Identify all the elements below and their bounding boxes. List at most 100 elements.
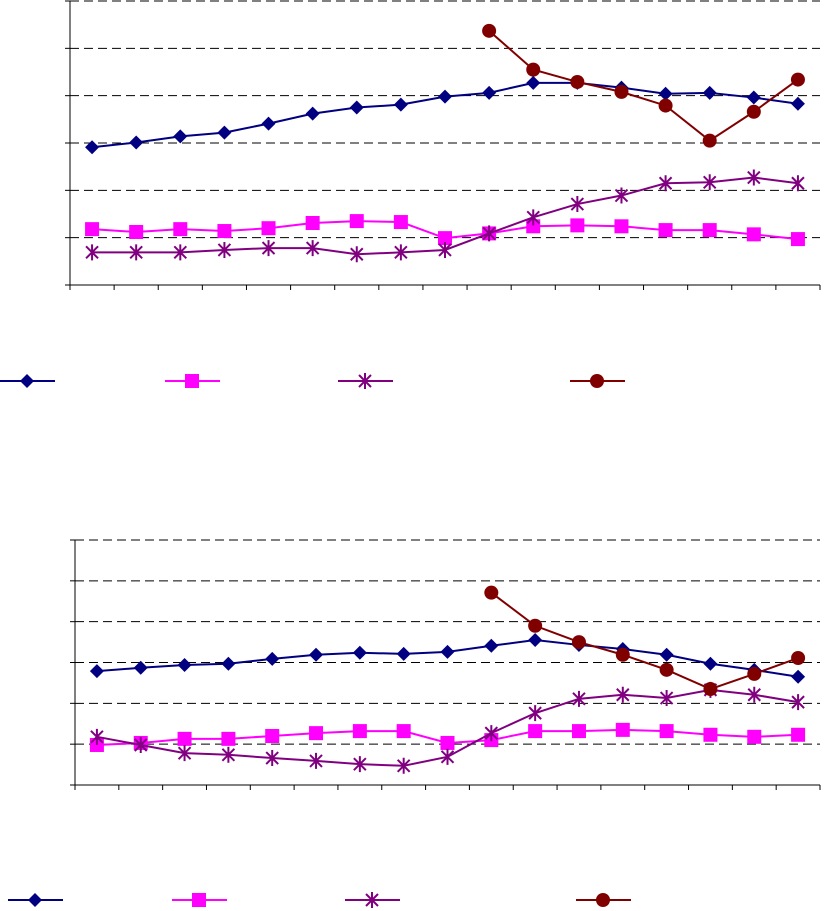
data-point — [790, 232, 805, 247]
data-point — [746, 227, 761, 242]
data-point — [703, 682, 718, 697]
data-point — [747, 169, 761, 186]
data-point — [791, 727, 806, 742]
data-point — [309, 752, 323, 769]
data-point — [790, 96, 805, 111]
data-point — [177, 657, 192, 672]
data-point — [129, 224, 144, 239]
data-point — [526, 209, 540, 226]
data-point — [349, 100, 364, 115]
data-point — [791, 694, 805, 711]
data-point — [528, 618, 543, 633]
data-point — [173, 222, 188, 237]
data-point — [746, 104, 761, 119]
data-point — [305, 240, 320, 257]
data-point — [134, 736, 148, 753]
data-point — [261, 116, 276, 131]
data-point — [614, 84, 629, 99]
data-point — [85, 222, 100, 237]
data-point — [658, 86, 673, 101]
data-point — [526, 219, 541, 234]
data-point — [221, 731, 236, 746]
legend-marker — [28, 893, 42, 907]
data-point — [261, 221, 276, 236]
data-point — [528, 633, 543, 648]
data-point — [570, 196, 585, 213]
data-point — [305, 215, 320, 230]
data-point — [89, 664, 104, 679]
data-point — [261, 240, 276, 257]
data-point — [440, 644, 455, 659]
data-point — [526, 62, 541, 77]
data-point — [614, 187, 629, 204]
data-point — [352, 724, 367, 739]
data-point — [658, 175, 673, 192]
data-point — [659, 647, 674, 662]
data-point — [349, 214, 364, 229]
data-point — [217, 241, 232, 258]
data-point — [702, 85, 717, 100]
data-point — [177, 745, 192, 762]
data-point — [394, 244, 408, 261]
legend-marker — [185, 374, 199, 388]
data-point — [616, 686, 630, 703]
data-point — [90, 728, 104, 745]
data-point — [746, 90, 761, 105]
legend-marker — [358, 373, 372, 389]
data-point — [702, 133, 717, 148]
data-point — [482, 85, 497, 100]
legend-marker — [590, 374, 604, 388]
data-point — [702, 223, 717, 238]
data-point — [790, 72, 805, 87]
data-point — [747, 686, 761, 703]
data-point — [484, 725, 499, 742]
data-point — [129, 135, 144, 150]
data-point — [482, 225, 496, 242]
series-line — [490, 591, 799, 691]
data-point — [221, 746, 236, 763]
data-point — [352, 645, 367, 660]
data-point — [791, 669, 806, 684]
data-point — [396, 724, 411, 739]
data-point — [484, 585, 499, 600]
data-point — [658, 98, 673, 113]
data-point — [571, 635, 586, 650]
data-point — [570, 74, 585, 89]
data-point — [440, 735, 455, 750]
data-point — [703, 727, 718, 742]
data-point — [85, 140, 100, 155]
data-point — [265, 750, 279, 767]
data-point — [438, 231, 452, 246]
data-point — [305, 106, 320, 121]
data-point — [614, 219, 629, 234]
data-point — [129, 244, 143, 261]
data-point — [309, 726, 324, 741]
data-point — [571, 724, 586, 739]
data-point — [85, 244, 99, 261]
data-point — [482, 23, 497, 38]
legend-marker — [365, 892, 379, 908]
data-point — [393, 97, 408, 112]
data-point — [615, 647, 630, 662]
data-point — [133, 660, 148, 675]
data-point — [791, 175, 805, 192]
data-point — [438, 89, 452, 104]
data-point — [615, 722, 630, 737]
data-point — [438, 241, 452, 258]
data-point — [217, 224, 232, 239]
data-point — [659, 724, 674, 739]
data-point — [396, 646, 411, 661]
legend-marker — [20, 374, 34, 388]
data-point — [747, 666, 762, 681]
data-point — [528, 705, 542, 722]
data-point — [177, 731, 192, 746]
data-point — [484, 638, 499, 653]
legend-marker — [192, 893, 206, 907]
data-point — [440, 748, 455, 765]
data-point — [265, 729, 280, 743]
data-point — [747, 729, 762, 744]
data-point — [703, 656, 718, 671]
data-point — [528, 724, 543, 739]
